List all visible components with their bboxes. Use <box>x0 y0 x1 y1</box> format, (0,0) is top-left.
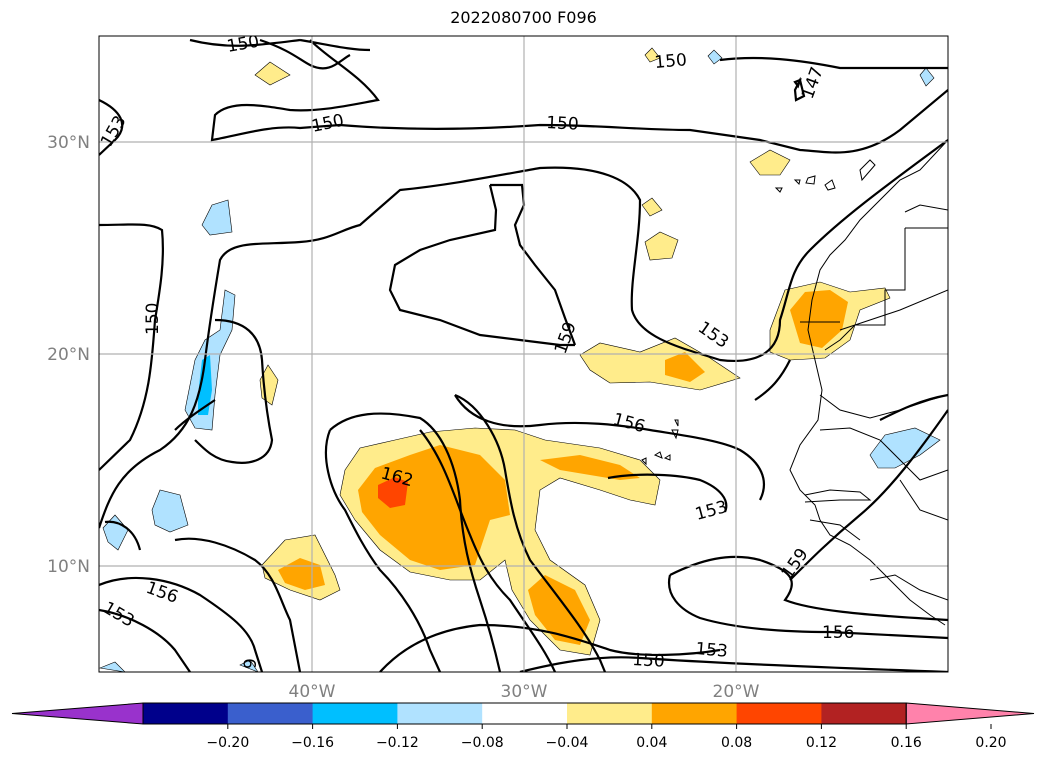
colorbar-segment <box>567 703 653 724</box>
contour-labels: 150 150 150 150 150 150 153 153 153 153 … <box>99 32 854 672</box>
shade-blue-nw <box>201 199 233 236</box>
colorbar-tick-label: −0.08 <box>461 735 504 751</box>
shaded-anomaly-fields <box>99 47 941 672</box>
contour-label: 156 <box>822 623 854 643</box>
shade-yellow-small1 <box>644 231 679 261</box>
lon-label-20w: 20°W <box>713 682 760 702</box>
shade-blue-small1 <box>707 49 723 65</box>
colorbar-tick-label: 0.04 <box>636 735 667 751</box>
lat-label-20n: 20°N <box>47 345 90 365</box>
lat-label-10n: 10°N <box>47 557 90 577</box>
colorbar-tick-label: −0.04 <box>546 735 589 751</box>
shade-yellow-small5 <box>641 197 663 217</box>
colorbar-tick-label: 0.16 <box>891 735 922 751</box>
contour-label: 150 <box>654 50 688 73</box>
shade-blue-small3 <box>99 661 126 672</box>
contour-label: 9 <box>241 658 261 669</box>
lat-label-30n: 30°N <box>47 133 90 153</box>
coastlines <box>641 139 948 626</box>
colorbar: −0.20 −0.16 −0.12 −0.08 −0.04 0.04 0.08 0.12 0.1… <box>11 702 1035 751</box>
colorbar-tick-label: 0.08 <box>721 735 752 751</box>
longitude-labels: 40°W 30°W 20°W <box>289 682 760 702</box>
colorbar-tick-label: −0.20 <box>206 735 249 751</box>
lon-label-30w: 30°W <box>501 682 548 702</box>
shade-yellow-mid <box>579 337 741 391</box>
contour-label: 153 <box>695 639 729 662</box>
colorbar-tick-label: −0.12 <box>376 735 419 751</box>
colorbar-segment <box>312 703 398 724</box>
shade-blue-sw1 <box>151 489 189 533</box>
shade-blue-small4 <box>239 659 259 672</box>
shade-orange-south <box>528 575 590 645</box>
shade-cyan-west <box>198 355 212 415</box>
colorbar-segment <box>227 703 314 724</box>
contour-label: 150 <box>632 650 665 672</box>
shade-blue-east <box>869 427 941 469</box>
shade-yellow-small2 <box>749 149 791 176</box>
shade-red-core <box>378 477 408 508</box>
colorbar-tick-label: −0.16 <box>291 735 334 751</box>
colorbar-segment <box>143 703 229 724</box>
colorbar-extend-high <box>905 702 1035 725</box>
map-frame <box>98 35 949 673</box>
latitude-labels: 30°N 20°N 10°N <box>47 133 90 577</box>
shade-yellow-small3 <box>254 61 291 86</box>
colorbar-outline <box>142 702 907 725</box>
contour-label: 150 <box>546 113 579 135</box>
contour-label: 150 <box>225 32 260 57</box>
contour-label: 150 <box>143 303 163 335</box>
shade-orange-ne <box>790 290 848 348</box>
colorbar-extend-low <box>11 702 144 725</box>
gridlines <box>99 36 948 672</box>
map-title: 2022080700 F096 <box>450 8 597 27</box>
colorbar-segment <box>736 703 822 724</box>
colorbar-tick-label: 0.20 <box>975 735 1006 751</box>
colorbar-segment <box>651 703 738 724</box>
shade-yellow-small6 <box>644 47 661 63</box>
colorbar-tick-label: 0.12 <box>806 735 837 751</box>
colorbar-segment <box>821 703 907 724</box>
shade-orange-east <box>540 455 640 480</box>
colorbar-segment <box>482 703 568 724</box>
lon-label-40w: 40°W <box>289 682 336 702</box>
colorbar-segment <box>397 703 483 724</box>
shade-orange-mid <box>665 352 705 382</box>
shade-blue-small2 <box>919 67 935 87</box>
